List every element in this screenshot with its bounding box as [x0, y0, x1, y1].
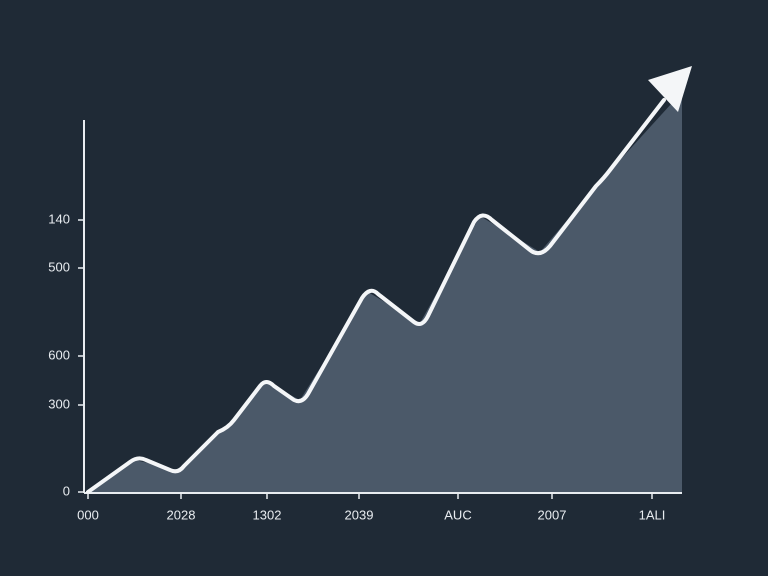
y-label: 300 — [48, 396, 70, 411]
x-label: AUC — [444, 507, 471, 522]
x-label: 1ALI — [639, 507, 666, 522]
x-label: 1302 — [253, 507, 282, 522]
y-label: 140 — [48, 211, 70, 226]
y-label: 0 — [63, 483, 70, 498]
area-fill — [88, 92, 682, 492]
x-label: 000 — [77, 507, 99, 522]
x-label: 2028 — [167, 507, 196, 522]
y-label: 500 — [48, 259, 70, 274]
y-labels: 140 500 600 300 0 — [48, 211, 84, 498]
trend-line — [86, 98, 666, 494]
x-labels: 000 2028 1302 2039 AUC 2007 1ALI — [77, 493, 665, 522]
x-label: 2039 — [345, 507, 374, 522]
arrow-head — [648, 66, 692, 112]
x-label: 2007 — [538, 507, 567, 522]
y-label: 600 — [48, 347, 70, 362]
